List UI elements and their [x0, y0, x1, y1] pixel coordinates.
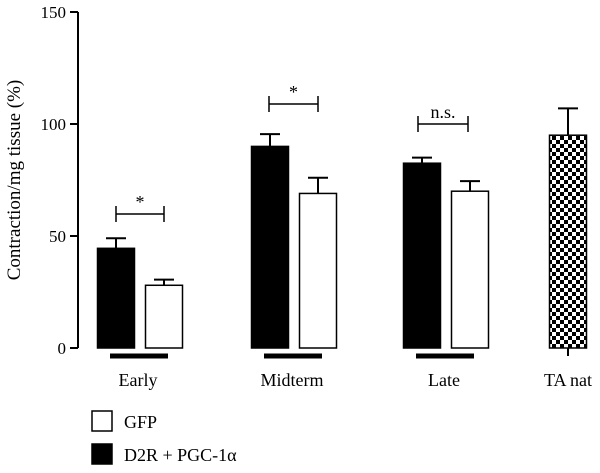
- y-tick-label-50: 50: [49, 227, 66, 246]
- sig-label-midterm: *: [289, 82, 298, 102]
- bar-midterm-s1: [298, 192, 338, 349]
- legend: GFP D2R + PGC-1α: [91, 410, 237, 465]
- category-labels: Early Midterm Late TA nat: [110, 348, 592, 390]
- bar-early-s0: [96, 247, 136, 349]
- bar-early-s1: [144, 284, 184, 349]
- x-tick-label-midterm: Midterm: [261, 370, 324, 390]
- bar-late-s0: [402, 162, 442, 349]
- bar-late-s1: [450, 190, 490, 349]
- y-tick-label-0: 0: [58, 339, 67, 358]
- legend-label-gfp: GFP: [124, 412, 157, 432]
- y-tick-label-100: 100: [41, 115, 67, 134]
- legend-label-d2r-pgc1a: D2R + PGC-1α: [124, 445, 237, 465]
- legend-swatch-gfp: [91, 410, 113, 432]
- x-tick-label-ta-nat: TA nat: [544, 370, 592, 390]
- legend-swatch-d2r-pgc1a: [91, 443, 113, 465]
- sig-label-early: *: [136, 192, 145, 212]
- x-tick-label-early: Early: [119, 370, 158, 390]
- x-tick-label-late: Late: [428, 370, 460, 390]
- bars: [96, 107, 588, 349]
- bar-ta-nat-s2: [548, 134, 588, 349]
- sig-label-late: n.s.: [430, 102, 455, 122]
- significance-annotations: * * n.s.: [115, 82, 469, 222]
- y-tick-label-150: 150: [41, 3, 67, 22]
- bar-midterm-s0: [250, 145, 290, 349]
- y-axis-label: Contraction/mg tissue (%): [4, 80, 25, 281]
- y-axis: 0 50 100 150: [41, 3, 79, 358]
